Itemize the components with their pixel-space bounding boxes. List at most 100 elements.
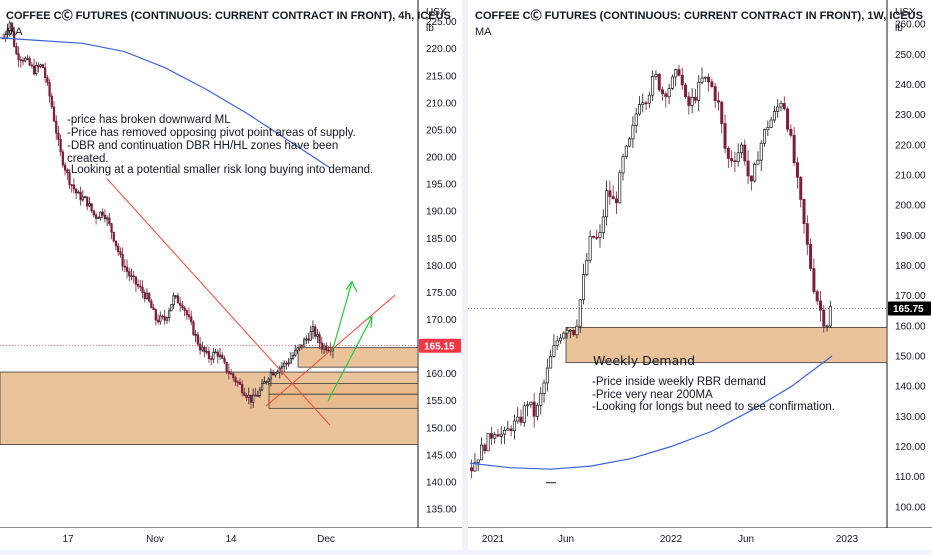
left-candle-body [15, 45, 18, 55]
left-candle-body [55, 120, 58, 134]
right-candle-body [611, 196, 615, 200]
left-candle-body [26, 58, 29, 60]
left-candle-body [194, 334, 197, 337]
left-x-tick-label: 14 [225, 534, 237, 545]
right-candle-body [522, 405, 526, 423]
left-candle-body [265, 381, 268, 383]
left-candle-body [196, 334, 200, 345]
left-candle-body [300, 344, 304, 347]
right-candle-body [657, 73, 661, 91]
right-y-tick-label: 110.00 [895, 472, 925, 483]
left-candle-body [187, 314, 191, 318]
left-candle-body [19, 59, 22, 61]
right-candle-body [799, 176, 803, 200]
left-candle-body [227, 371, 230, 374]
right-candle-body [726, 148, 730, 159]
left-candle-body [59, 139, 62, 153]
left-candle-body [174, 295, 177, 298]
left-candle-body [274, 372, 277, 376]
green-arrow-1-head [345, 280, 358, 293]
left-y-tick-label: 190.00 [426, 207, 457, 218]
left-candle-body [291, 355, 295, 359]
left-candle-body [61, 151, 64, 166]
right-candles [470, 64, 832, 479]
right-candle-body [680, 74, 684, 86]
left-price-axis[interactable]: USX lb 135.00 140.00 145.00 150.00 155.00 160… [419, 7, 461, 516]
left-currency-label: USX [426, 7, 447, 18]
right-candle-body [684, 84, 688, 98]
right-candle-body [503, 429, 507, 435]
left-candle-body [198, 343, 202, 351]
left-candle-body [309, 331, 312, 341]
left-candle-body [252, 394, 255, 403]
left-candle-body [256, 395, 259, 397]
right-candle-body [664, 93, 668, 97]
right-candle-body [562, 332, 566, 339]
left-candle-body [225, 361, 228, 372]
right-candle-body [631, 125, 635, 140]
right-y-tick-label: 130.00 [895, 412, 926, 423]
right-note-line: -Price inside weekly RBR demand [592, 376, 766, 388]
right-candle-body [601, 216, 605, 233]
left-candle-body [136, 283, 140, 287]
right-y-tick-label: 120.00 [895, 442, 926, 453]
left-candle-body [243, 392, 246, 396]
left-candle-body [190, 316, 193, 323]
right-candle-body [782, 103, 786, 110]
left-plot-background [0, 0, 418, 528]
left-candle-body [70, 184, 73, 186]
green-arrow-1 [331, 281, 353, 353]
right-x-tick-label: Jun [558, 534, 574, 545]
right-candle-body [776, 106, 780, 112]
right-candle-body [789, 128, 793, 136]
right-candle-body [637, 104, 641, 115]
left-y-tick-label: 170.00 [426, 315, 457, 326]
left-candle-body [245, 395, 248, 398]
right-time-axis[interactable]: 2021 Jun 2022 Jun 2023 [482, 534, 859, 545]
left-candle-body [214, 351, 217, 354]
left-candle-body [139, 285, 142, 288]
left-note-line: -Price has removed opposing pivot point … [67, 127, 356, 139]
right-candle-body [677, 69, 681, 76]
right-candle-body [828, 306, 832, 327]
right-candle-body [720, 101, 724, 124]
left-demand-zones [0, 347, 419, 446]
left-chart-pane[interactable]: COFFEE CⒸ FUTURES (CONTINUOUS: CURRENT C… [0, 8, 451, 446]
right-chart-pane[interactable]: COFFEE CⒸ FUTURES (CONTINUOUS: CURRENT C… [468, 8, 923, 484]
left-candle-body [119, 251, 122, 255]
left-candle-body [77, 191, 80, 194]
right-candle-body [644, 102, 648, 105]
right-candle-body [545, 367, 549, 384]
right-candle-body [733, 160, 737, 163]
left-candle-body [283, 362, 286, 367]
left-time-axis[interactable]: 17 Nov 14 Dec [62, 534, 334, 545]
left-candle-body [125, 266, 129, 272]
left-candle-body [212, 351, 215, 360]
left-candle-body [280, 365, 284, 369]
left-ma-polyline [0, 37, 331, 169]
left-notes: -price has broken downward ML -Price has… [67, 114, 373, 176]
right-ma-line [469, 355, 833, 470]
left-y-tick-label: 175.00 [426, 288, 457, 299]
right-candle-body [667, 88, 671, 97]
left-candle-body [210, 358, 213, 360]
right-candle-body [565, 329, 569, 334]
right-candle-body [795, 162, 799, 178]
left-candle-body [130, 275, 133, 278]
right-candle-body [516, 416, 520, 422]
left-y-tick-label: 150.00 [426, 423, 457, 434]
left-candle-body [152, 307, 155, 310]
right-candle-body [499, 433, 503, 437]
right-drawings [468, 308, 887, 484]
right-candle-body [763, 129, 767, 144]
right-price-axis[interactable]: USX lb 100.00 110.00 120.00 130.00 140.00 150… [888, 7, 931, 513]
left-candle-body [276, 371, 279, 374]
left-candle-body [134, 276, 138, 285]
right-chart-title: COFFEE CⒸ FUTURES (CONTINUOUS: CURRENT C… [475, 8, 923, 22]
right-time-background [468, 528, 932, 550]
left-candle-body [143, 292, 146, 299]
right-unit-label: lb [895, 23, 903, 34]
left-candle-body [66, 169, 69, 173]
right-candle-body [483, 444, 487, 452]
